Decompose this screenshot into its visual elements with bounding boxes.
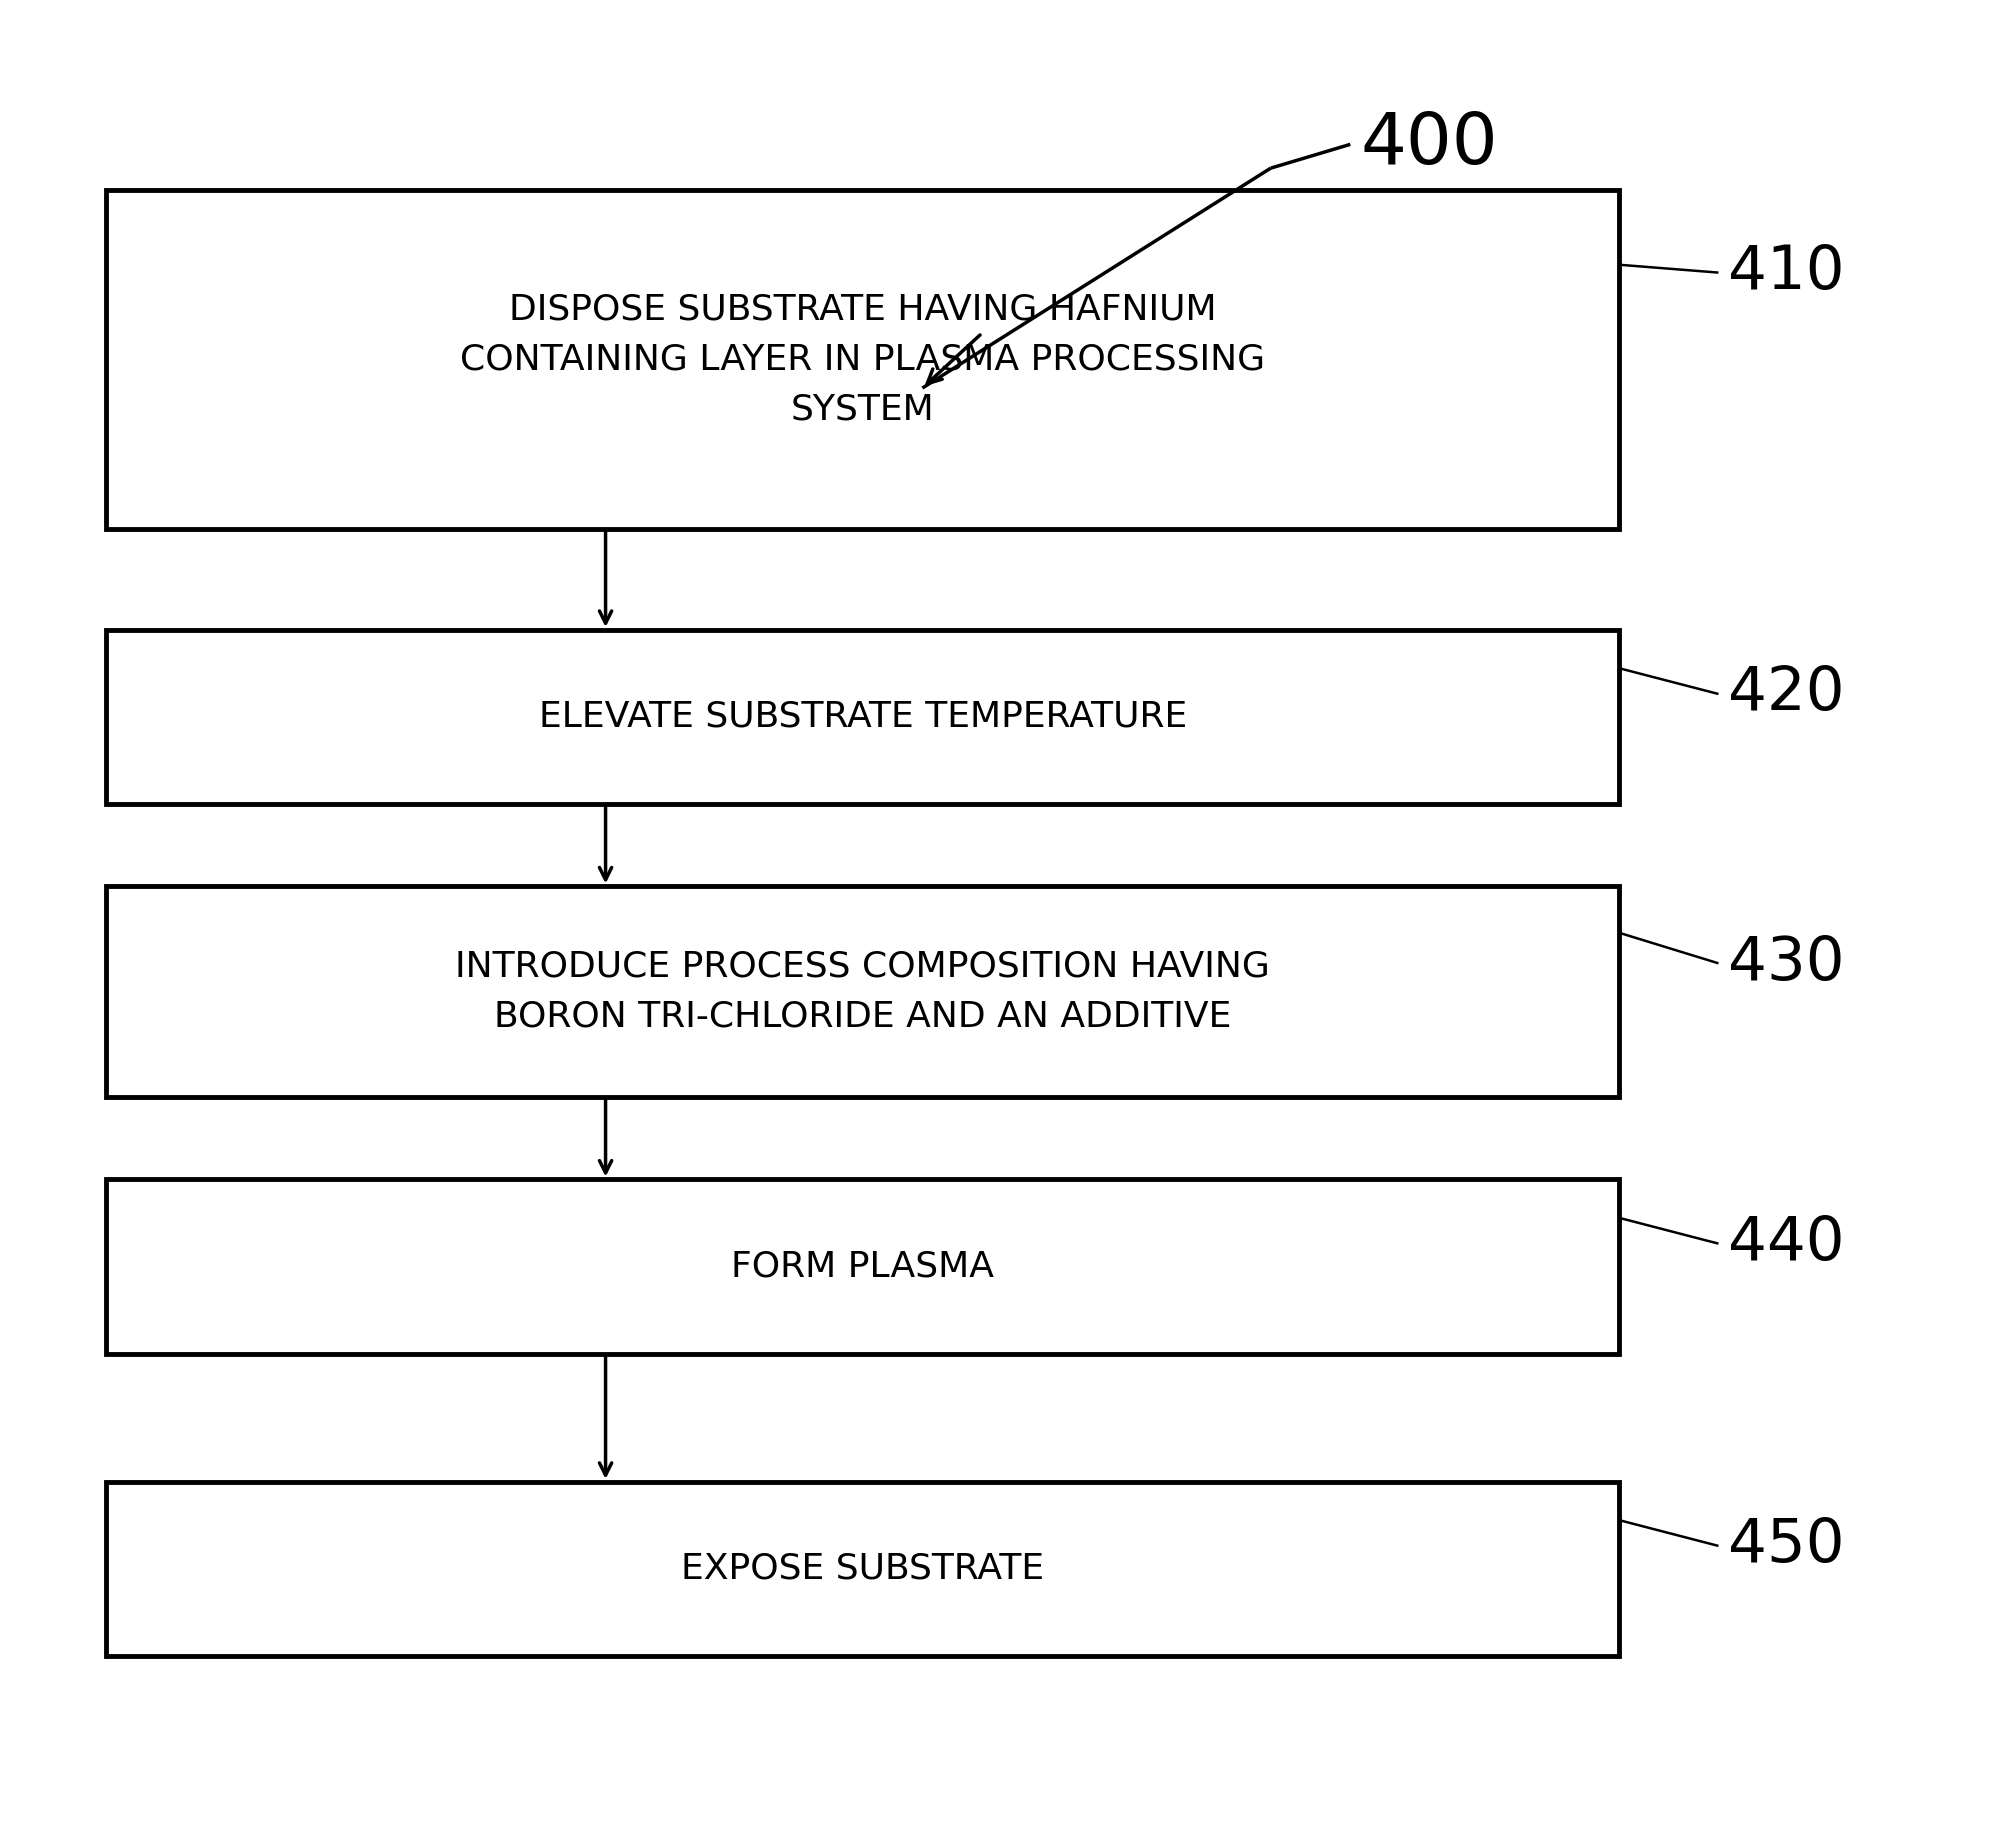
Bar bbox=[106, 1482, 1619, 1656]
Text: ELEVATE SUBSTRATE TEMPERATURE: ELEVATE SUBSTRATE TEMPERATURE bbox=[539, 700, 1186, 735]
Text: INTRODUCE PROCESS COMPOSITION HAVING
BORON TRI-CHLORIDE AND AN ADDITIVE: INTRODUCE PROCESS COMPOSITION HAVING BOR… bbox=[455, 949, 1271, 1034]
Bar bbox=[106, 1180, 1619, 1353]
Bar bbox=[106, 629, 1619, 803]
Text: DISPOSE SUBSTRATE HAVING HAFNIUM
CONTAINING LAYER IN PLASMA PROCESSING
SYSTEM: DISPOSE SUBSTRATE HAVING HAFNIUM CONTAIN… bbox=[461, 292, 1265, 426]
Text: 410: 410 bbox=[1727, 244, 1846, 303]
Bar bbox=[106, 190, 1619, 530]
Text: 400: 400 bbox=[1361, 111, 1497, 179]
Bar bbox=[106, 886, 1619, 1097]
Text: FORM PLASMA: FORM PLASMA bbox=[731, 1250, 994, 1283]
Text: 420: 420 bbox=[1727, 665, 1846, 724]
Text: 430: 430 bbox=[1727, 934, 1846, 993]
Text: 440: 440 bbox=[1727, 1215, 1846, 1274]
Text: 450: 450 bbox=[1727, 1516, 1846, 1575]
Text: EXPOSE SUBSTRATE: EXPOSE SUBSTRATE bbox=[681, 1552, 1044, 1586]
